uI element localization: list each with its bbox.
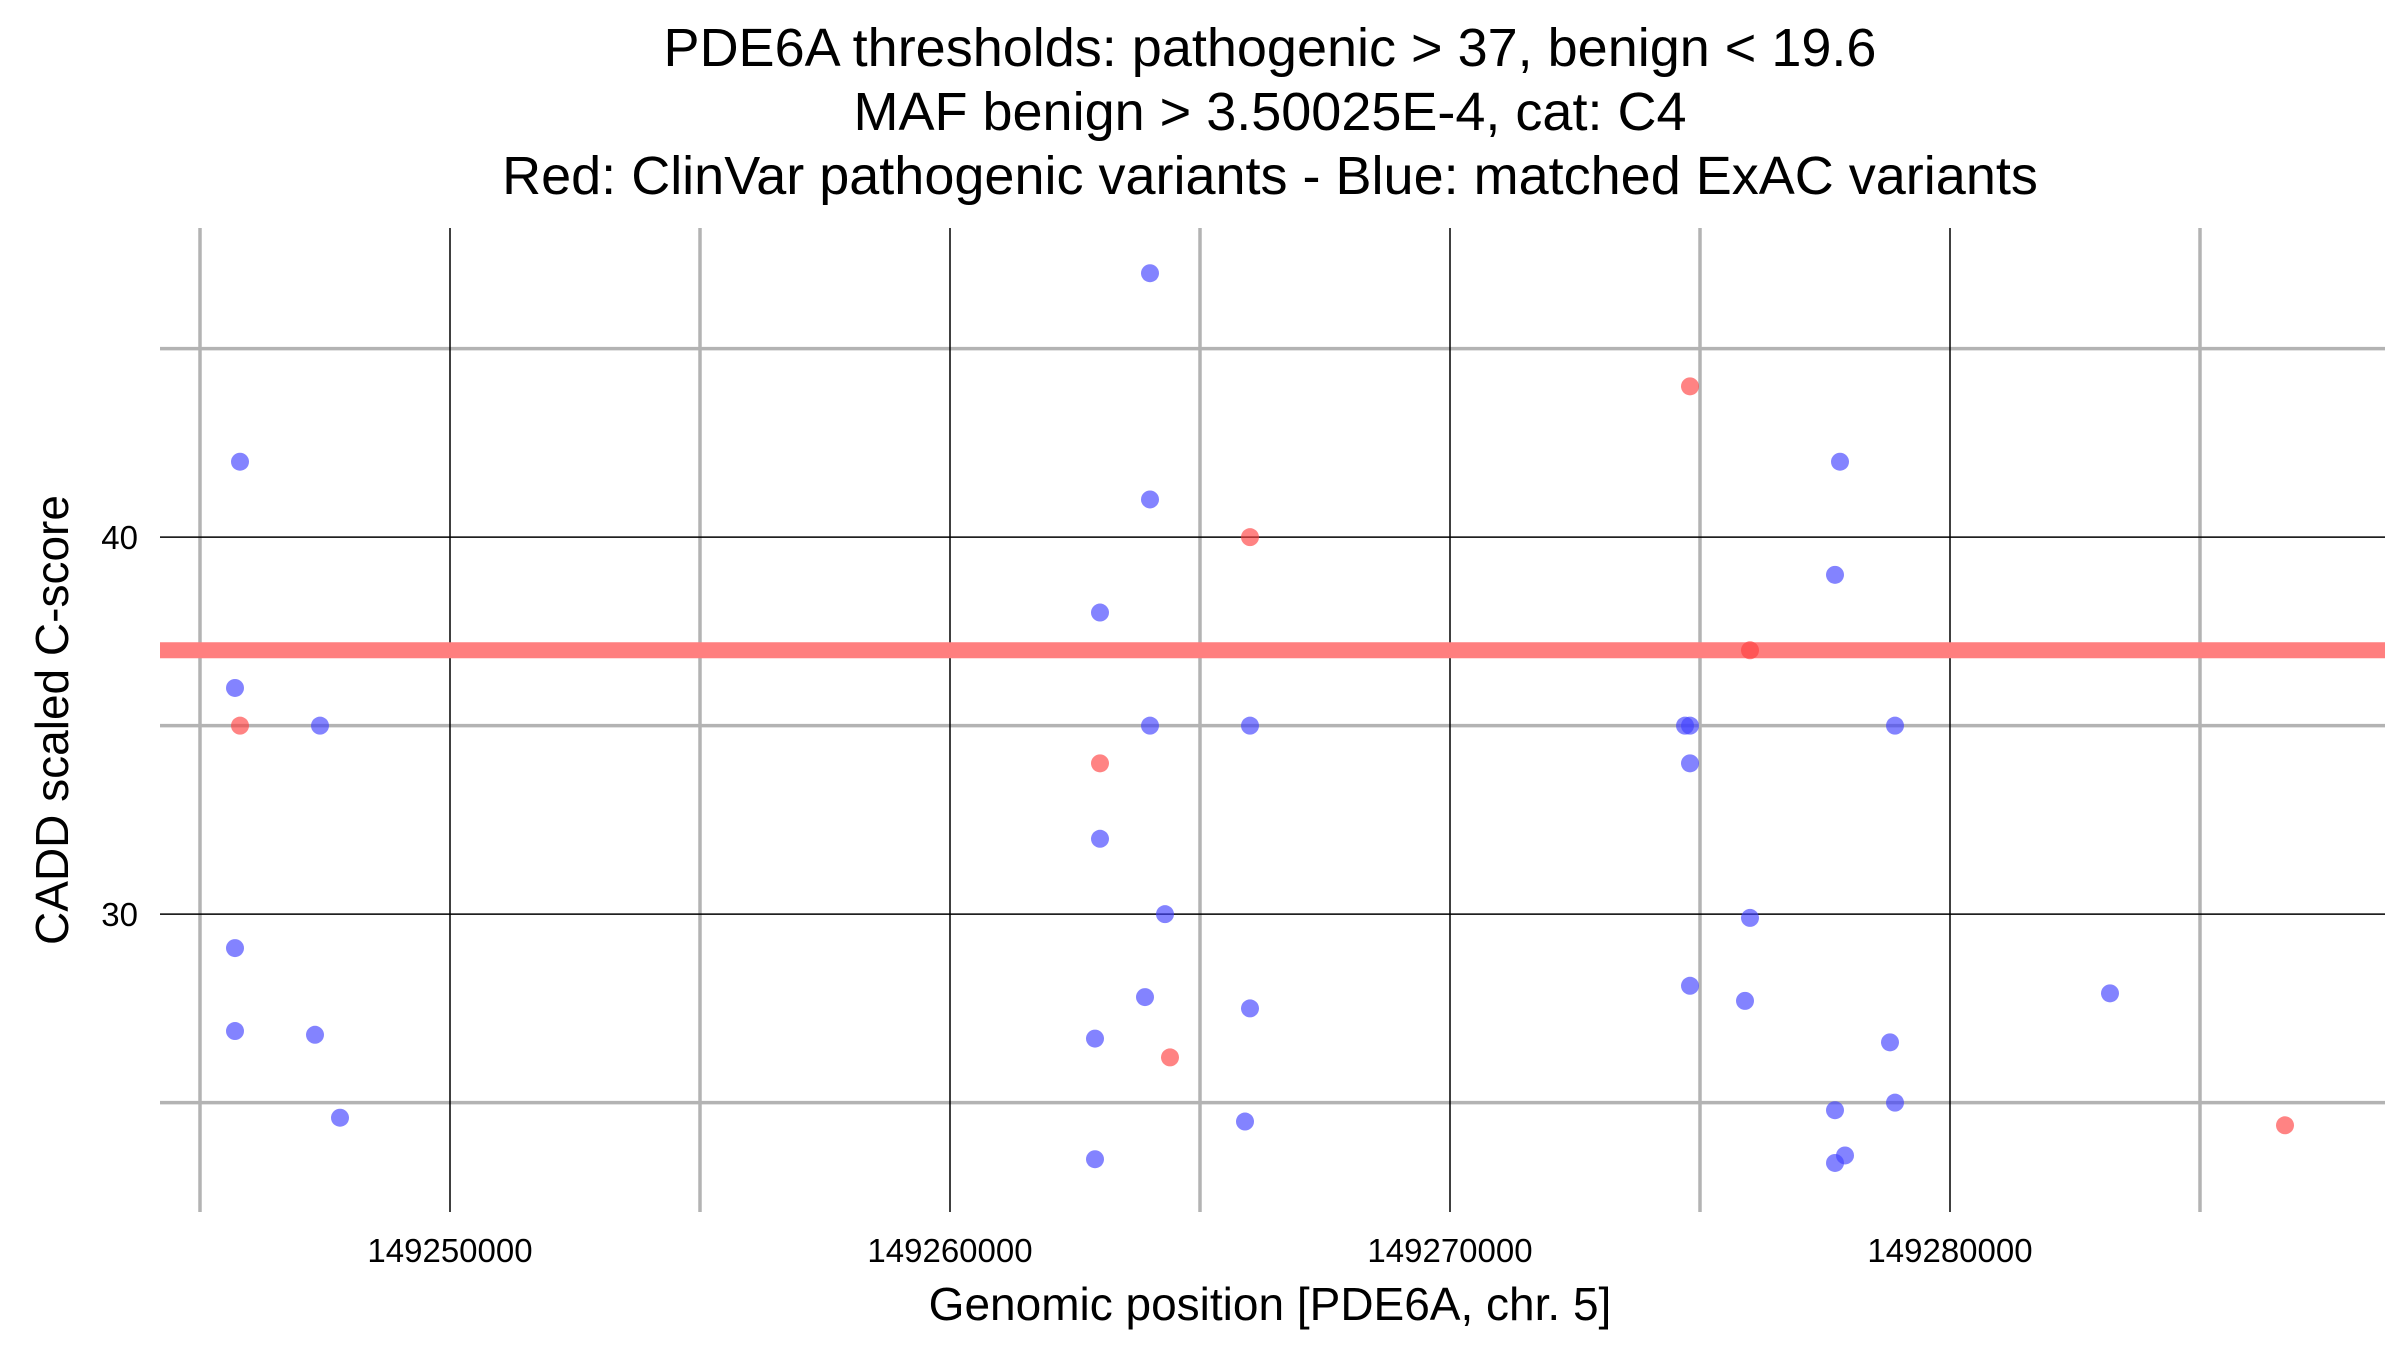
y-tick-label-0: 30 [101, 896, 138, 933]
exac-variant-point-24 [1736, 991, 1754, 1010]
x-tick-label-2: 149270000 [1367, 1232, 1532, 1269]
exac-variant-point-26 [1826, 565, 1844, 584]
chart-title-line-1: PDE6A thresholds: pathogenic > 37, benig… [664, 18, 1877, 78]
exac-variant-point-16 [1086, 1029, 1104, 1048]
exac-variant-point-3 [226, 939, 244, 958]
minor-gridlines [160, 228, 2385, 1212]
exac-variant-point-6 [331, 1108, 349, 1127]
x-tick-label-3: 149280000 [1867, 1232, 2032, 1269]
clinvar-pathogenic-point-3 [1241, 528, 1259, 547]
x-axis-tick-labels: 149250000 149260000 149270000 149280000 [367, 1232, 2032, 1269]
x-tick-label-0: 149250000 [367, 1232, 532, 1269]
exac-variant-point-21 [1681, 754, 1699, 773]
y-tick-label-1: 40 [101, 519, 138, 556]
x-axis-title: Genomic position [PDE6A, chr. 5] [929, 1278, 1612, 1330]
exac-variant-point-30 [1886, 1093, 1904, 1112]
y-axis-title: CADD scaled C-score [26, 495, 78, 945]
exac-variant-point-1 [226, 678, 244, 697]
chart-title: PDE6A thresholds: pathogenic > 37, benig… [502, 18, 2038, 206]
clinvar-pathogenic-point-1 [1091, 754, 1109, 773]
chart-title-line-3: Red: ClinVar pathogenic variants - Blue:… [502, 146, 2038, 206]
clinvar-pathogenic-point-2 [1161, 1048, 1179, 1067]
exac-variant-point-10 [1141, 716, 1159, 735]
clinvar-pathogenic-point-0 [231, 716, 249, 735]
exac-variant-point-2 [311, 716, 329, 735]
exac-variant-point-22 [1681, 976, 1699, 995]
x-tick-label-1: 149260000 [867, 1232, 1032, 1269]
exac-variant-point-28 [1881, 1033, 1899, 1052]
exac-variant-point-14 [1136, 988, 1154, 1007]
exac-variant-point-29 [1826, 1101, 1844, 1120]
clinvar-pathogenic-point-4 [1681, 377, 1699, 396]
exac-variant-point-7 [1141, 264, 1159, 283]
exac-variant-point-11 [1241, 716, 1259, 735]
data-points [226, 264, 2294, 1172]
exac-variant-point-15 [1241, 999, 1259, 1018]
exac-variant-point-13 [1156, 905, 1174, 924]
y-axis-tick-labels: 30 40 [101, 519, 138, 933]
exac-variant-point-27 [1886, 716, 1904, 735]
exac-variant-point-32 [1826, 1153, 1844, 1172]
clinvar-pathogenic-point-5 [1741, 641, 1759, 660]
exac-variant-point-25 [1831, 452, 1849, 471]
clinvar-pathogenic-point-6 [2276, 1116, 2294, 1135]
exac-variant-point-12 [1091, 829, 1109, 848]
exac-variant-point-23 [1741, 908, 1759, 927]
chart-title-line-2: MAF benign > 3.50025E-4, cat: C4 [854, 82, 1687, 142]
exac-variant-point-17 [1236, 1112, 1254, 1131]
exac-variant-point-0 [231, 452, 249, 471]
exac-variant-point-20 [1676, 716, 1694, 735]
exac-variant-point-33 [2101, 984, 2119, 1003]
exac-variant-point-18 [1086, 1150, 1104, 1169]
exac-variant-point-5 [306, 1025, 324, 1044]
major-gridlines [160, 228, 2385, 1212]
exac-variant-point-8 [1141, 490, 1159, 509]
exac-variant-point-4 [226, 1022, 244, 1041]
exac-variant-point-9 [1091, 603, 1109, 622]
